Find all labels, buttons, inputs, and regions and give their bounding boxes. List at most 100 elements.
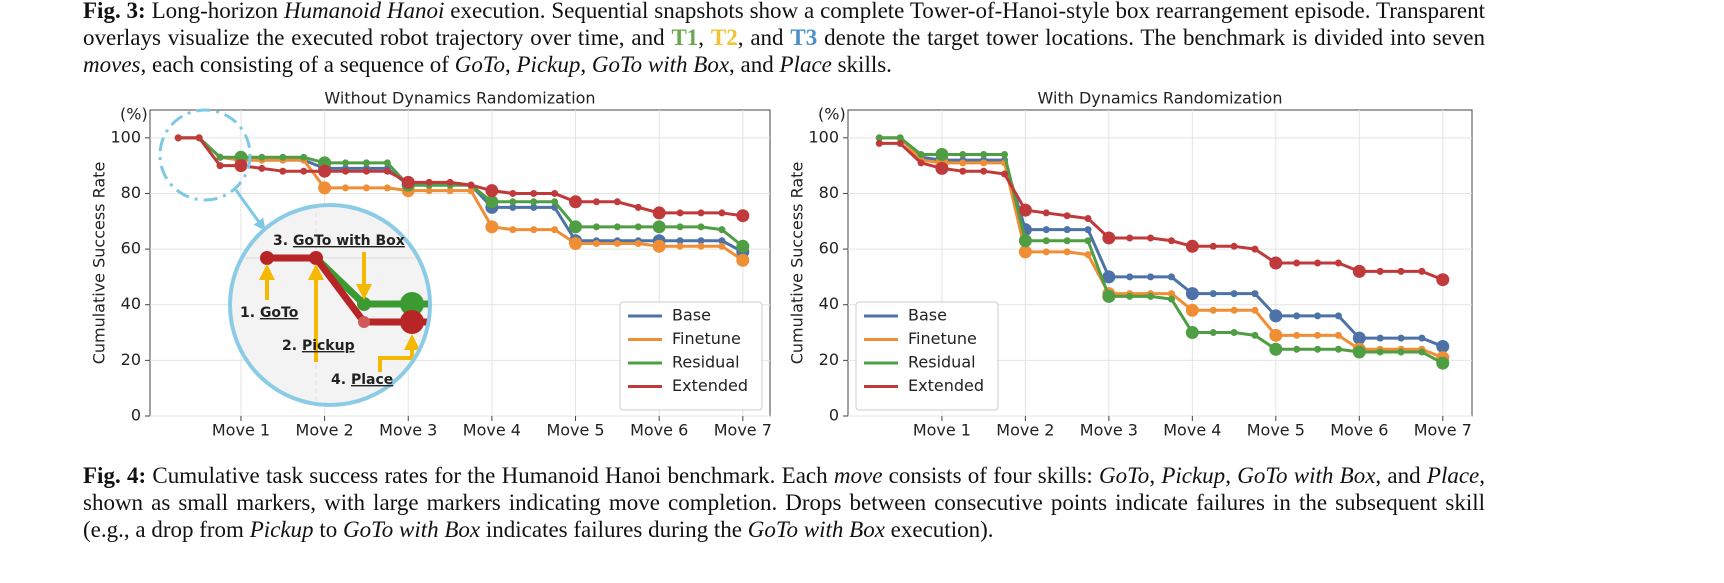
- zoom-region: [158, 108, 252, 202]
- inset-arrow: [378, 334, 420, 372]
- point: [935, 161, 949, 175]
- point: [509, 203, 517, 211]
- point: [1436, 273, 1450, 287]
- caption-text: Pickup: [249, 517, 314, 542]
- point: [1209, 329, 1217, 337]
- y-unit: (%): [120, 105, 148, 124]
- y-tick-label: 20: [819, 350, 839, 369]
- point: [676, 223, 684, 231]
- point: [1126, 234, 1134, 242]
- caption-text: GoTo with Box: [747, 517, 885, 542]
- point: [1185, 287, 1199, 301]
- point: [234, 159, 248, 173]
- point: [1084, 251, 1092, 259]
- point: [279, 167, 287, 175]
- point: [1397, 348, 1405, 356]
- inset-marker: [309, 251, 323, 265]
- caption-text: indicates failures during the: [480, 517, 748, 542]
- caption-text: Cumulative task success rates for the Hu…: [146, 463, 834, 488]
- point: [1293, 312, 1301, 320]
- point: [485, 195, 499, 209]
- point: [1167, 295, 1175, 303]
- point: [1042, 248, 1050, 256]
- legend-label: Base: [908, 306, 947, 325]
- point: [530, 203, 538, 211]
- x-tick-label: Move 3: [1080, 421, 1138, 440]
- point: [1334, 259, 1342, 267]
- point: [1251, 306, 1259, 314]
- point: [1084, 214, 1092, 222]
- point: [1167, 290, 1175, 298]
- caption-text: , and: [729, 52, 780, 77]
- legend-label: Extended: [672, 376, 748, 395]
- point: [401, 175, 415, 189]
- point: [1209, 242, 1217, 250]
- caption-text: Pickup: [516, 52, 581, 77]
- point: [1418, 334, 1426, 342]
- series-line: [879, 136, 1444, 348]
- point: [697, 209, 705, 217]
- point: [383, 159, 391, 167]
- point: [875, 134, 883, 142]
- point: [1314, 331, 1322, 339]
- point: [569, 195, 583, 209]
- point: [1102, 289, 1116, 303]
- point: [1147, 292, 1155, 300]
- point: [1063, 248, 1071, 256]
- x-tick-label: Move 4: [1163, 421, 1221, 440]
- legend-box: [619, 301, 763, 411]
- point: [1314, 312, 1322, 320]
- series-line: [879, 136, 1444, 365]
- point: [718, 242, 726, 250]
- point: [592, 198, 600, 206]
- series-line: [178, 136, 744, 262]
- y-tick-label: 40: [819, 294, 839, 313]
- point: [1209, 290, 1217, 298]
- inset-label-text: Place: [351, 372, 393, 388]
- point: [1436, 356, 1450, 370]
- point: [1269, 309, 1283, 323]
- caption-text: ,: [698, 25, 711, 50]
- point: [1269, 256, 1283, 270]
- point: [509, 189, 517, 197]
- x-tick-label: Move 3: [379, 421, 437, 440]
- caption-text: ,: [580, 52, 592, 77]
- point: [1269, 328, 1283, 342]
- caption-text: T1: [671, 25, 699, 50]
- point: [362, 159, 370, 167]
- point: [446, 187, 454, 195]
- inset-label: 1. GoTo: [240, 305, 299, 321]
- point: [342, 184, 350, 192]
- point: [1167, 237, 1175, 245]
- inset-label-text: GoTo: [260, 305, 299, 321]
- y-axis-title: Cumulative Success Rate: [788, 162, 807, 365]
- caption-text: , each consisting of a sequence of: [140, 52, 455, 77]
- point: [1042, 209, 1050, 217]
- point: [1042, 237, 1050, 245]
- point: [318, 181, 332, 195]
- x-tick-label: Move 5: [1247, 421, 1305, 440]
- point: [485, 184, 499, 198]
- point: [718, 226, 726, 234]
- x-tick-label: Move 2: [296, 421, 354, 440]
- zoom-arrow: [234, 189, 266, 231]
- inset-label-number: 2.: [282, 338, 297, 354]
- point: [1251, 331, 1259, 339]
- caption-text: Place: [779, 52, 832, 77]
- caption-text: consists of four skills:: [882, 463, 1100, 488]
- point: [1084, 226, 1092, 234]
- point: [1063, 237, 1071, 245]
- inset-label: 4. Place: [331, 372, 393, 388]
- caption-text: , and: [737, 25, 791, 50]
- point: [634, 203, 642, 211]
- series-line: [879, 141, 1444, 282]
- series-line: [879, 136, 1444, 359]
- point: [174, 134, 182, 142]
- y-tick-label: 100: [110, 127, 141, 146]
- point: [697, 242, 705, 250]
- point: [1001, 151, 1009, 159]
- point: [1352, 331, 1366, 345]
- caption-text: GoTo: [1099, 463, 1150, 488]
- point: [1251, 290, 1259, 298]
